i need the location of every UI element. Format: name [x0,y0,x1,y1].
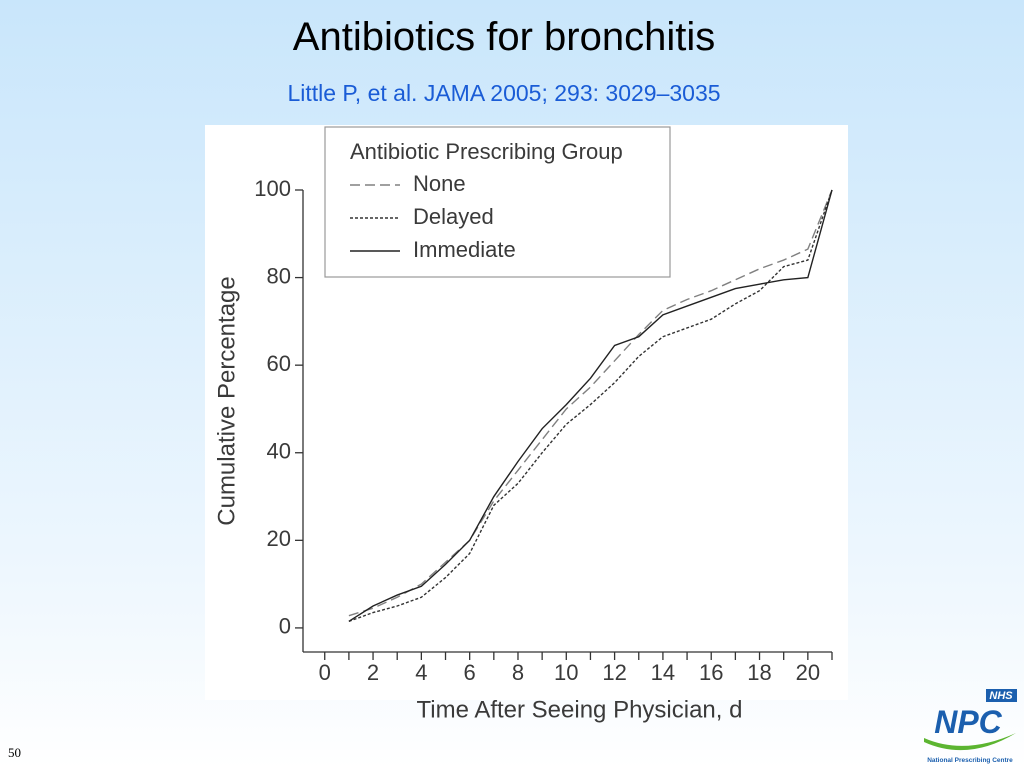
y-tick-label: 20 [267,526,291,551]
chart: 0 20 40 60 80 100 0 2 4 6 8 10 12 14 16 18 20 Time After … [213,126,833,723]
x-tick-label: 2 [367,660,379,685]
legend-label: None [413,171,466,196]
legend-label: Immediate [413,237,516,262]
x-tick-label: 18 [747,660,771,685]
series-line [348,189,833,622]
y-tick-label: 80 [267,263,291,288]
slide-title: Antibiotics for bronchitis [293,15,715,59]
legend-title: Antibiotic Prescribing Group [350,139,623,164]
series-line [348,189,833,623]
y-tick-label: 60 [267,351,291,376]
x-tick-label: 6 [464,660,476,685]
y-tick-label: 0 [279,614,291,639]
x-tick-label: 16 [699,660,723,685]
x-tick-label: 0 [319,660,331,685]
x-tick-label: 4 [415,660,427,685]
y-axis-label: Cumulative Percentage [213,276,240,525]
page-number: 50 [8,745,21,760]
logo: NHS NPC National Prescribing Centre [924,689,1017,764]
logo-badge-text: NHS [989,690,1013,702]
y-tick-label: 100 [254,176,291,201]
logo-badge [986,689,1017,702]
logo-caption: National Prescribing Centre [927,757,1013,764]
legend-box [324,126,671,278]
series-line [348,189,833,617]
x-tick-label: 12 [602,660,626,685]
x-tick-label: 14 [651,660,675,685]
logo-name: NPC [934,704,1002,740]
x-axis-label: Time After Seeing Physician, d [417,696,743,723]
slide-subtitle: Little P, et al. JAMA 2005; 293: 3029–30… [287,80,720,106]
x-tick-label: 10 [554,660,578,685]
y-tick-label: 40 [267,439,291,464]
x-tick-label: 20 [796,660,820,685]
x-tick-label: 8 [512,660,524,685]
logo-swoosh [924,733,1016,751]
legend-label: Delayed [413,204,494,229]
